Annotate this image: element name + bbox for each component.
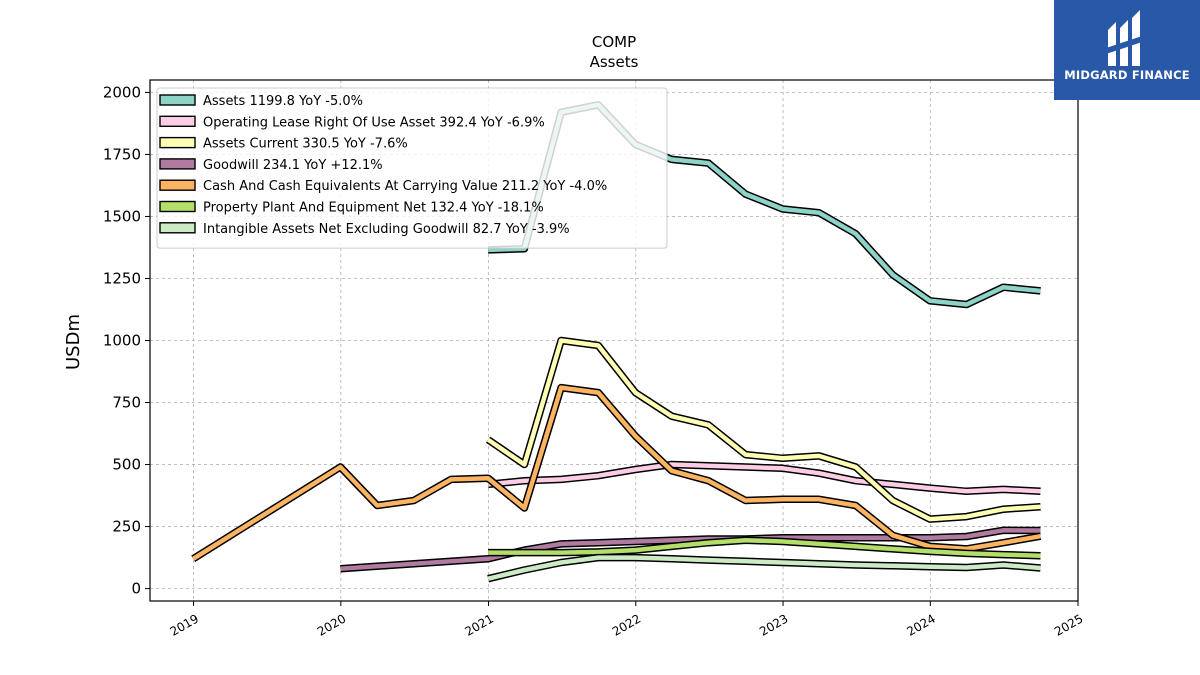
midgard-finance-logo: MIDGARD FINANCE <box>1054 0 1200 100</box>
y-axis-label: USDm <box>63 314 84 370</box>
legend-swatch <box>159 222 196 234</box>
x-tick-label: 2021 <box>463 611 496 638</box>
legend-swatch <box>159 158 196 170</box>
legend-swatch <box>159 94 196 106</box>
series-line <box>486 338 1041 522</box>
chart-title: COMP <box>592 33 636 51</box>
series-1 <box>487 460 1041 496</box>
logo-text: MIDGARD FINANCE <box>1064 68 1190 82</box>
y-tick-label: 250 <box>112 518 141 536</box>
x-tick-label: 2025 <box>1052 611 1085 638</box>
y-tick-label: 1750 <box>103 145 141 163</box>
legend-entry: Property Plant And Equipment Net 132.4 Y… <box>203 201 544 216</box>
y-tick-label: 0 <box>131 580 141 598</box>
series-5 <box>488 536 1041 560</box>
legend-swatch <box>159 200 196 213</box>
series-2 <box>485 336 1041 523</box>
x-tick-label: 2023 <box>757 611 790 638</box>
midgard-logo-icon <box>1106 10 1148 66</box>
legend-swatch <box>159 136 196 149</box>
legend-swatch <box>159 115 196 128</box>
legend-box <box>156 87 668 249</box>
legend-swatch <box>159 179 196 191</box>
y-tick-label: 1500 <box>103 207 141 225</box>
legend-entry: Cash And Cash Equivalents At Carrying Va… <box>203 179 607 194</box>
legend: Assets 1199.8 YoY -5.0% Operating Lease R… <box>156 87 668 249</box>
legend-entry: Assets 1199.8 YoY -5.0% <box>203 94 363 109</box>
y-tick-label: 750 <box>112 394 141 412</box>
y-tick-label: 1250 <box>103 269 141 287</box>
legend-entry: Assets Current 330.5 YoY -7.6% <box>203 137 408 152</box>
series-6 <box>487 553 1041 583</box>
series-line <box>192 385 1041 561</box>
axis-ticks: 0 250 500 750 1000 1250 1500 1750 2000 2019 2020 20… <box>103 83 1086 638</box>
legend-entry: Goodwill 234.1 YoY +12.1% <box>203 158 383 173</box>
series-line <box>487 555 1041 581</box>
y-tick-label: 1000 <box>103 332 141 350</box>
series-4 <box>191 383 1042 562</box>
y-tick-label: 2000 <box>103 83 141 101</box>
x-tick-label: 2019 <box>168 611 201 638</box>
chart-subtitle: Assets <box>590 53 639 71</box>
series-line <box>488 537 1041 559</box>
series-line <box>487 462 1041 494</box>
y-tick-label: 500 <box>112 456 141 474</box>
legend-entry: Operating Lease Right Of Use Asset 392.4… <box>203 115 545 130</box>
legend-entry: Intangible Assets Net Excluding Goodwill… <box>203 222 570 237</box>
x-tick-label: 2020 <box>315 611 348 638</box>
x-tick-label: 2024 <box>904 611 937 638</box>
x-tick-label: 2022 <box>610 611 643 638</box>
